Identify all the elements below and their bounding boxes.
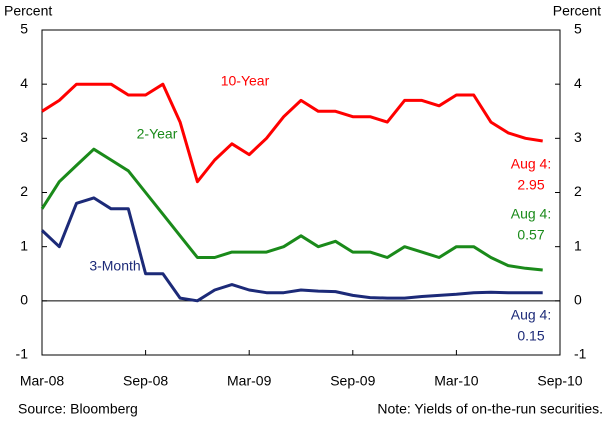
y-tick-label: 1 [20, 237, 28, 253]
x-tick-label: Sep-10 [537, 373, 582, 389]
x-tick-label: Sep-09 [330, 373, 375, 389]
end-label: Aug 4: [511, 156, 551, 172]
y2-tick-label: -1 [574, 346, 587, 362]
series-line [40, 196, 543, 303]
x-tick-label: Mar-08 [20, 373, 65, 389]
note: Note: Yields of on-the-run securities. [377, 401, 603, 417]
series-label: 3-Month [89, 258, 140, 274]
plot-frame [41, 29, 561, 356]
y-tick-label: 5 [20, 21, 28, 37]
x-tick-label: Sep-08 [123, 373, 168, 389]
y2-tick-label: 0 [574, 292, 582, 308]
value-label: 0.57 [517, 227, 544, 243]
y2-tick-label: 5 [574, 21, 582, 37]
y2-tick-label: 1 [574, 237, 582, 253]
series-line [40, 147, 543, 272]
series-label: 2-Year [137, 126, 178, 142]
source: Source: Bloomberg [18, 401, 138, 417]
y-tick-label: 0 [20, 292, 28, 308]
series-label: 10-Year [221, 73, 270, 89]
y-tick-label: -1 [16, 346, 29, 362]
value-label: 2.95 [517, 177, 544, 193]
end-label: Aug 4: [511, 206, 551, 222]
x-tick-label: Mar-10 [434, 373, 479, 389]
y-tick-label: 2 [20, 183, 28, 199]
y2-tick-label: 3 [574, 129, 582, 145]
y-axis-label: Percent [4, 3, 52, 19]
x-tick-label: Mar-09 [227, 373, 272, 389]
value-label: 0.15 [517, 328, 544, 344]
y-tick-label: 3 [20, 129, 28, 145]
end-label: Aug 4: [511, 307, 551, 323]
y-tick-label: 4 [20, 75, 28, 91]
series-line [41, 82, 543, 184]
y2-tick-label: 4 [574, 75, 582, 91]
y2-tick-label: 2 [574, 183, 582, 199]
y2-axis-label: Percent [553, 3, 601, 19]
